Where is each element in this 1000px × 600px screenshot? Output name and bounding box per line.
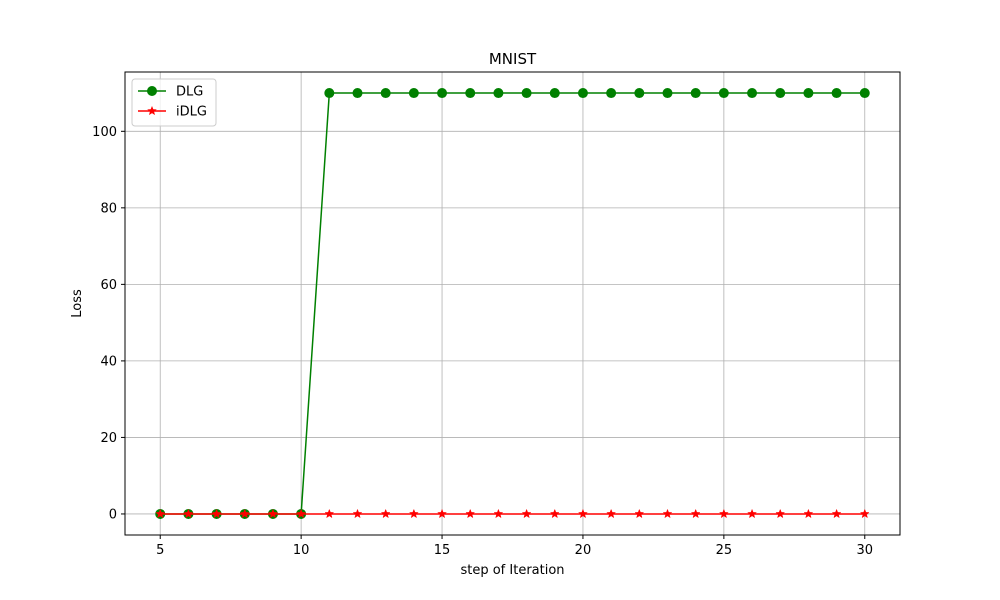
data-point bbox=[493, 508, 504, 519]
data-point bbox=[437, 508, 448, 519]
data-point bbox=[831, 88, 842, 99]
data-point bbox=[634, 508, 645, 519]
data-point bbox=[493, 88, 504, 99]
data-point bbox=[380, 508, 391, 519]
data-point bbox=[859, 508, 870, 519]
series-dlg bbox=[155, 88, 870, 519]
data-point bbox=[718, 88, 729, 99]
data-point bbox=[521, 508, 532, 519]
data-point bbox=[155, 508, 166, 519]
data-point bbox=[662, 508, 673, 519]
axis-ticks: 5 10 15 20 25 30 0 20 40 60 80 100 bbox=[92, 125, 873, 558]
x-axis-label: step of Iteration bbox=[460, 563, 564, 578]
data-point bbox=[324, 508, 335, 519]
data-point bbox=[211, 508, 222, 519]
y-tick-label: 0 bbox=[109, 507, 117, 522]
series-group bbox=[155, 88, 870, 519]
data-point bbox=[747, 508, 758, 519]
data-point bbox=[606, 88, 617, 99]
series-line bbox=[160, 92, 865, 515]
x-tick-label: 10 bbox=[293, 543, 310, 558]
y-axis-label: Loss bbox=[70, 289, 85, 318]
y-tick-label: 60 bbox=[100, 278, 117, 293]
data-point bbox=[831, 508, 842, 519]
data-point bbox=[267, 508, 278, 519]
legend-marker bbox=[147, 86, 157, 96]
data-point bbox=[352, 508, 363, 519]
data-point bbox=[606, 508, 617, 519]
data-point bbox=[577, 88, 588, 99]
data-point bbox=[521, 88, 532, 99]
data-point bbox=[549, 508, 560, 519]
data-point bbox=[549, 88, 560, 99]
data-point bbox=[662, 88, 673, 99]
legend-item: iDLG bbox=[138, 105, 207, 120]
data-point bbox=[577, 508, 588, 519]
data-point bbox=[803, 88, 814, 99]
chart-title: MNIST bbox=[489, 50, 537, 68]
data-point bbox=[690, 508, 701, 519]
data-point bbox=[859, 88, 870, 99]
data-point bbox=[634, 88, 645, 99]
data-point bbox=[775, 508, 786, 519]
legend: DLG iDLG bbox=[131, 78, 217, 127]
series-idlg bbox=[155, 508, 870, 519]
y-tick-label: 80 bbox=[100, 201, 117, 216]
data-point bbox=[465, 508, 476, 519]
x-tick-label: 5 bbox=[156, 543, 164, 558]
x-tick-label: 20 bbox=[575, 543, 592, 558]
legend-label: iDLG bbox=[176, 105, 207, 120]
data-point bbox=[296, 508, 307, 519]
data-point bbox=[747, 88, 758, 99]
data-point bbox=[352, 88, 363, 99]
legend-label: DLG bbox=[176, 85, 203, 100]
data-point bbox=[437, 88, 448, 99]
data-point bbox=[803, 508, 814, 519]
legend-marker bbox=[147, 105, 157, 116]
x-tick-label: 30 bbox=[856, 543, 873, 558]
plot-frame bbox=[124, 71, 901, 536]
legend-item: DLG bbox=[138, 85, 203, 100]
grid bbox=[125, 72, 900, 535]
data-point bbox=[408, 508, 419, 519]
data-point bbox=[324, 88, 335, 99]
data-point bbox=[690, 88, 701, 99]
y-tick-label: 20 bbox=[100, 431, 117, 446]
y-tick-label: 100 bbox=[92, 125, 117, 140]
data-point bbox=[239, 508, 250, 519]
data-point bbox=[380, 88, 391, 99]
data-point bbox=[465, 88, 476, 99]
data-point bbox=[408, 88, 419, 99]
y-tick-label: 40 bbox=[100, 354, 117, 369]
data-point bbox=[183, 508, 194, 519]
data-point bbox=[775, 88, 786, 99]
x-tick-label: 25 bbox=[716, 543, 733, 558]
x-tick-label: 15 bbox=[434, 543, 451, 558]
data-point bbox=[718, 508, 729, 519]
